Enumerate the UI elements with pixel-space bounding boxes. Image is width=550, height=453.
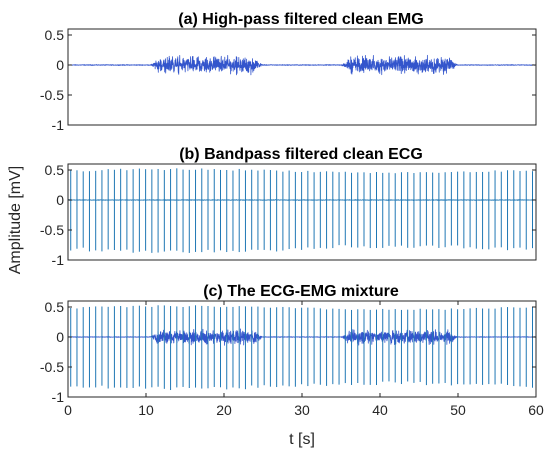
panel-a-ytick-label: 0 [56, 57, 64, 73]
panel-a-ytick-label: -0.5 [40, 87, 64, 103]
panel-c-xtick-label: 40 [372, 402, 388, 418]
panel-c-xtick-label: 20 [216, 402, 232, 418]
panel-c-xtick-label: 30 [294, 402, 310, 418]
panel-a-signal-trace [67, 54, 537, 76]
panel-b: (b) Bandpass filtered clean ECG 0.5 0 -0.5… [40, 146, 537, 268]
panel-c-xtick-label: 50 [450, 402, 466, 418]
panel-b-title: (b) Bandpass filtered clean ECG [179, 146, 423, 163]
panel-c-ytick-label: 0.5 [45, 299, 65, 315]
panel-a-ytick-label: -1 [52, 117, 65, 133]
panel-b-frame [67, 163, 537, 261]
panel-c-ytick-label: 0 [56, 329, 64, 345]
panel-b-ytick-label: -0.5 [40, 222, 64, 238]
y-axis-label: Amplitude [mV] [7, 166, 24, 274]
panel-b-ytick-label: -1 [52, 252, 65, 268]
panel-c-xtick-label: 10 [138, 402, 154, 418]
panel-c-xtick-label: 60 [528, 402, 544, 418]
panel-c-title: (c) The ECG-EMG mixture [203, 283, 399, 300]
panel-b-ytick-label: 0 [56, 192, 64, 208]
panel-a-ytick-label: 0.5 [45, 27, 65, 43]
x-axis-label: t [s] [289, 431, 315, 448]
panel-c-ytick-label: -1 [52, 389, 65, 405]
panel-b-ytick-label: 0.5 [45, 162, 65, 178]
panel-c-xtick-label: 0 [64, 402, 72, 418]
panel-a-frame [67, 28, 537, 126]
panel-c: (c) The ECG-EMG mixture 0.5 0 -0.5 -1 0 10 20… [40, 283, 544, 418]
panel-a: (a) High-pass filtered clean EMG 0.5 0 -0.… [40, 11, 537, 133]
panel-c-ytick-label: -0.5 [40, 359, 64, 375]
panel-a-title: (a) High-pass filtered clean EMG [178, 11, 423, 28]
